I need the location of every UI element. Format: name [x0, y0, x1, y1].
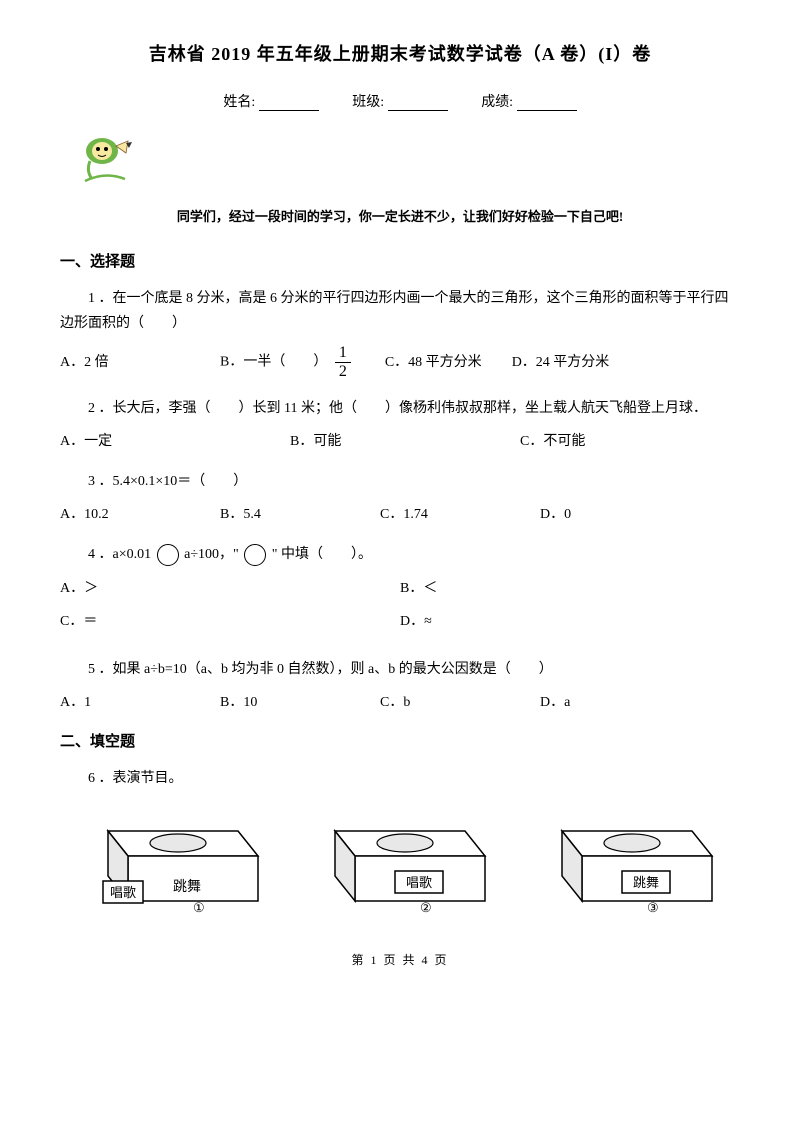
section-1-title: 一、选择题: [60, 250, 740, 271]
page-title: 吉林省 2019 年五年级上册期末考试数学试卷（A 卷）(I）卷: [60, 40, 740, 66]
box2-num: ②: [420, 900, 432, 915]
q3-opt-d: D．0: [540, 502, 571, 527]
question-4: 4 ．a×0.01 a÷100，" " 中填（ ）。 A．＞ B．＜ C．＝ D…: [60, 542, 740, 642]
q1-opt-c: C．48 平方分米: [385, 350, 482, 375]
box-3-icon: 跳舞 ③: [532, 811, 722, 921]
q4-opt-b: B．＜: [400, 576, 740, 601]
q3-text: 3 ．5.4×0.1×10＝（ ）: [60, 469, 740, 494]
question-5: 5 ．如果 a÷b=10（a、b 均为非 0 自然数），则 a、b 的最大公因数…: [60, 657, 740, 715]
question-3: 3 ．5.4×0.1×10＝（ ） A．10.2 B．5.4 C．1.74 D．…: [60, 469, 740, 527]
question-6: 6 ．表演节目。 唱歌 跳舞 ① 唱歌 ② 跳舞: [60, 766, 740, 921]
score-blank: [517, 95, 577, 111]
q4-opt-d: D．≈: [400, 609, 740, 634]
q3-opt-c: C．1.74: [380, 502, 510, 527]
q3-opt-a: A．10.2: [60, 502, 190, 527]
q5-text: 5 ．如果 a÷b=10（a、b 均为非 0 自然数），则 a、b 的最大公因数…: [60, 657, 740, 682]
q2-opt-a: A．一定: [60, 429, 230, 454]
q2-opt-b: B．可能: [290, 429, 460, 454]
frac-num: 1: [335, 344, 351, 363]
q1-opt-a: A．2 倍: [60, 350, 190, 375]
q4-opt-a: A．＞: [60, 576, 400, 601]
box-1-icon: 唱歌 跳舞 ①: [78, 811, 268, 921]
q4-text: 4 ．a×0.01 a÷100，" " 中填（ ）。: [60, 542, 740, 567]
fraction-icon: 1 2: [335, 344, 351, 380]
section-2-title: 二、填空题: [60, 730, 740, 751]
score-label: 成绩:: [481, 95, 513, 110]
name-blank: [259, 95, 319, 111]
page-footer: 第 1 页 共 4 页: [60, 951, 740, 968]
class-blank: [388, 95, 448, 111]
box3-num: ③: [647, 900, 659, 915]
q5-opt-b: B．10: [220, 690, 350, 715]
q1-optb-pre: B．一半（ ）: [220, 355, 327, 370]
q1-text: 1 ．在一个底是 8 分米，高是 6 分米的平行四边形内画一个最大的三角形，这个…: [60, 286, 740, 336]
question-1: 1 ．在一个底是 8 分米，高是 6 分米的平行四边形内画一个最大的三角形，这个…: [60, 286, 740, 381]
q3-opt-b: B．5.4: [220, 502, 350, 527]
pencil-icon: [80, 131, 740, 191]
q5-opt-c: C．b: [380, 690, 510, 715]
q4-pre: 4 ．a×0.01: [88, 547, 151, 562]
q2-opt-c: C．不可能: [520, 429, 585, 454]
info-line: 姓名: 班级: 成绩:: [60, 91, 740, 111]
box1-label-left: 唱歌: [110, 885, 136, 900]
box-2-icon: 唱歌 ②: [305, 811, 495, 921]
box2-label: 唱歌: [406, 875, 432, 890]
q5-opt-d: D．a: [540, 690, 570, 715]
q5-opt-a: A．1: [60, 690, 190, 715]
name-label: 姓名:: [223, 95, 255, 110]
class-label: 班级:: [352, 95, 384, 110]
q2-text: 2 ．长大后，李强（ ）长到 11 米；他（ ）像杨利伟叔叔那样，坐上载人航天飞…: [60, 396, 740, 421]
circle-icon: [244, 544, 266, 566]
intro-text: 同学们，经过一段时间的学习，你一定长进不少，让我们好好检验一下自己吧!: [60, 206, 740, 225]
circle-icon: [157, 544, 179, 566]
q4-post: " 中填（ ）。: [272, 547, 372, 562]
box1-label-right: 跳舞: [173, 879, 201, 895]
box1-num: ①: [193, 900, 205, 915]
q6-text: 6 ．表演节目。: [60, 766, 740, 791]
q1-opt-d: D．24 平方分米: [512, 350, 610, 375]
frac-den: 2: [335, 363, 351, 381]
q1-opt-b: B．一半（ ） 1 2: [220, 344, 355, 380]
question-2: 2 ．长大后，李强（ ）长到 11 米；他（ ）像杨利伟叔叔那样，坐上载人航天飞…: [60, 396, 740, 454]
box3-label: 跳舞: [633, 875, 659, 890]
boxes-row: 唱歌 跳舞 ① 唱歌 ② 跳舞 ③: [60, 811, 740, 921]
q4-mid: a÷100，": [184, 547, 239, 562]
q4-opt-c: C．＝: [60, 609, 400, 634]
